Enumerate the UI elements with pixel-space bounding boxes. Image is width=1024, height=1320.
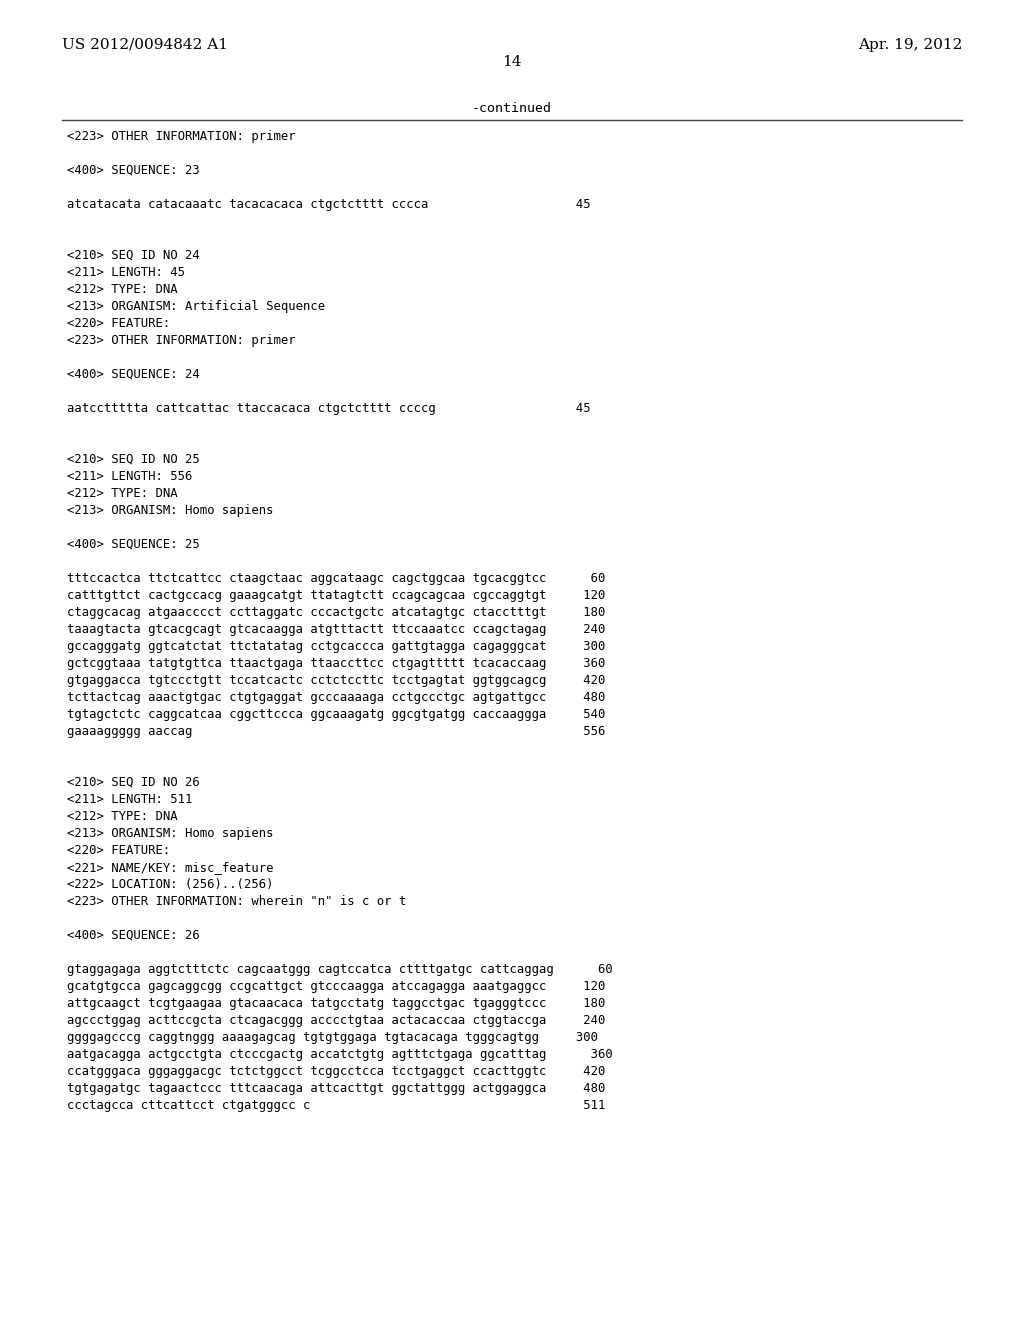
Text: ctaggcacag atgaacccct ccttaggatc cccactgctc atcatagtgc ctacctttgt     180: ctaggcacag atgaacccct ccttaggatc cccactg… [67,606,605,619]
Text: <210> SEQ ID NO 26: <210> SEQ ID NO 26 [67,776,200,789]
Text: aatccttttta cattcattac ttaccacaca ctgctctttt ccccg                   45: aatccttttta cattcattac ttaccacaca ctgctc… [67,403,591,414]
Text: 14: 14 [502,55,522,69]
Text: <400> SEQUENCE: 23: <400> SEQUENCE: 23 [67,164,200,177]
Text: <400> SEQUENCE: 26: <400> SEQUENCE: 26 [67,929,200,942]
Text: <211> LENGTH: 556: <211> LENGTH: 556 [67,470,193,483]
Text: <212> TYPE: DNA: <212> TYPE: DNA [67,282,177,296]
Text: catttgttct cactgccacg gaaagcatgt ttatagtctt ccagcagcaa cgccaggtgt     120: catttgttct cactgccacg gaaagcatgt ttatagt… [67,589,605,602]
Text: <220> FEATURE:: <220> FEATURE: [67,843,170,857]
Text: <210> SEQ ID NO 24: <210> SEQ ID NO 24 [67,249,200,261]
Text: <223> OTHER INFORMATION: wherein "n" is c or t: <223> OTHER INFORMATION: wherein "n" is … [67,895,407,908]
Text: <221> NAME/KEY: misc_feature: <221> NAME/KEY: misc_feature [67,861,273,874]
Text: tgtagctctc caggcatcaa cggcttccca ggcaaagatg ggcgtgatgg caccaaggga     540: tgtagctctc caggcatcaa cggcttccca ggcaaag… [67,708,605,721]
Text: taaagtacta gtcacgcagt gtcacaagga atgtttactt ttccaaatcc ccagctagag     240: taaagtacta gtcacgcagt gtcacaagga atgttta… [67,623,605,636]
Text: ccatgggaca gggaggacgc tctctggcct tcggcctcca tcctgaggct ccacttggtc     420: ccatgggaca gggaggacgc tctctggcct tcggcct… [67,1065,605,1078]
Text: atcatacata catacaaatc tacacacaca ctgctctttt cccca                    45: atcatacata catacaaatc tacacacaca ctgctct… [67,198,591,211]
Text: aatgacagga actgcctgta ctcccgactg accatctgtg agtttctgaga ggcatttag      360: aatgacagga actgcctgta ctcccgactg accatct… [67,1048,612,1061]
Text: Apr. 19, 2012: Apr. 19, 2012 [858,38,962,51]
Text: <211> LENGTH: 45: <211> LENGTH: 45 [67,267,185,279]
Text: gaaaaggggg aaccag                                                     556: gaaaaggggg aaccag 556 [67,725,605,738]
Text: -continued: -continued [472,102,552,115]
Text: gctcggtaaa tatgtgttca ttaactgaga ttaaccttcc ctgagttttt tcacaccaag     360: gctcggtaaa tatgtgttca ttaactgaga ttaacct… [67,657,605,671]
Text: <220> FEATURE:: <220> FEATURE: [67,317,170,330]
Text: <211> LENGTH: 511: <211> LENGTH: 511 [67,793,193,807]
Text: agccctggag acttccgcta ctcagacggg acccctgtaa actacaccaa ctggtaccga     240: agccctggag acttccgcta ctcagacggg acccctg… [67,1014,605,1027]
Text: <213> ORGANISM: Artificial Sequence: <213> ORGANISM: Artificial Sequence [67,300,326,313]
Text: gtaggagaga aggtctttctc cagcaatggg cagtccatca cttttgatgc cattcaggag      60: gtaggagaga aggtctttctc cagcaatggg cagtcc… [67,964,612,975]
Text: <400> SEQUENCE: 24: <400> SEQUENCE: 24 [67,368,200,381]
Text: <400> SEQUENCE: 25: <400> SEQUENCE: 25 [67,539,200,550]
Text: attgcaagct tcgtgaagaa gtacaacaca tatgcctatg taggcctgac tgagggtccc     180: attgcaagct tcgtgaagaa gtacaacaca tatgcct… [67,997,605,1010]
Text: gtgaggacca tgtccctgtt tccatcactc cctctccttc tcctgagtat ggtggcagcg     420: gtgaggacca tgtccctgtt tccatcactc cctctcc… [67,675,605,686]
Text: <213> ORGANISM: Homo sapiens: <213> ORGANISM: Homo sapiens [67,828,273,840]
Text: gcatgtgcca gagcaggcgg ccgcattgct gtcccaagga atccagagga aaatgaggcc     120: gcatgtgcca gagcaggcgg ccgcattgct gtcccaa… [67,979,605,993]
Text: tcttactcag aaactgtgac ctgtgaggat gcccaaaaga cctgccctgc agtgattgcc     480: tcttactcag aaactgtgac ctgtgaggat gcccaaa… [67,690,605,704]
Text: <212> TYPE: DNA: <212> TYPE: DNA [67,487,177,500]
Text: <223> OTHER INFORMATION: primer: <223> OTHER INFORMATION: primer [67,129,296,143]
Text: ggggagcccg caggtnggg aaaagagcag tgtgtggaga tgtacacaga tgggcagtgg     300: ggggagcccg caggtnggg aaaagagcag tgtgtgga… [67,1031,598,1044]
Text: <223> OTHER INFORMATION: primer: <223> OTHER INFORMATION: primer [67,334,296,347]
Text: tttccactca ttctcattcc ctaagctaac aggcataagc cagctggcaa tgcacggtcc      60: tttccactca ttctcattcc ctaagctaac aggcata… [67,572,605,585]
Text: <213> ORGANISM: Homo sapiens: <213> ORGANISM: Homo sapiens [67,504,273,517]
Text: gccagggatg ggtcatctat ttctatatag cctgcaccca gattgtagga cagagggcat     300: gccagggatg ggtcatctat ttctatatag cctgcac… [67,640,605,653]
Text: <222> LOCATION: (256)..(256): <222> LOCATION: (256)..(256) [67,878,273,891]
Text: <210> SEQ ID NO 25: <210> SEQ ID NO 25 [67,453,200,466]
Text: US 2012/0094842 A1: US 2012/0094842 A1 [62,38,228,51]
Text: ccctagcca cttcattcct ctgatgggcc c                                     511: ccctagcca cttcattcct ctgatgggcc c 511 [67,1100,605,1111]
Text: tgtgagatgc tagaactccc tttcaacaga attcacttgt ggctattggg actggaggca     480: tgtgagatgc tagaactccc tttcaacaga attcact… [67,1082,605,1096]
Text: <212> TYPE: DNA: <212> TYPE: DNA [67,810,177,822]
